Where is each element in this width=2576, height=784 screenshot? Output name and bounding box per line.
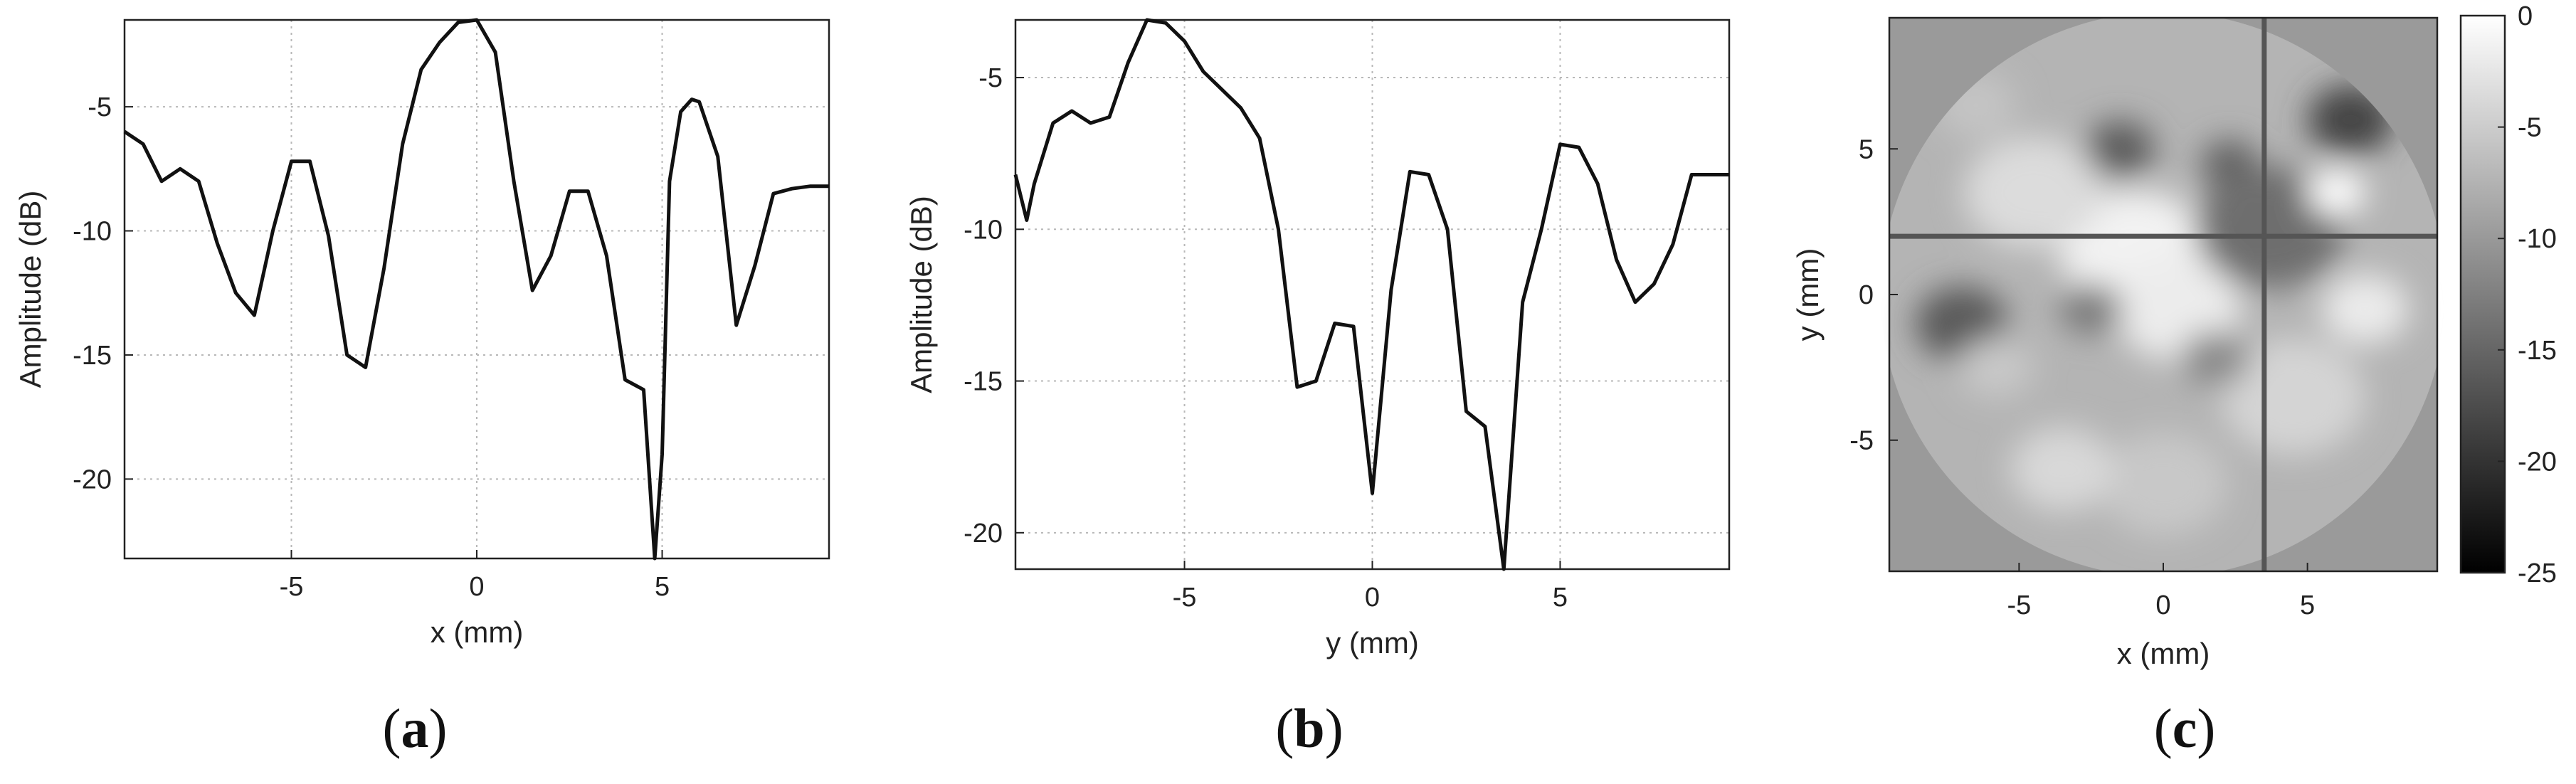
x-tick-label: -5 [1173,583,1197,613]
x-tick-label: 0 [1365,583,1380,613]
x-tick-label: 5 [1553,583,1568,613]
y-tick-label: -5 [88,92,112,122]
y-axis-label: Amplitude (dB) [14,191,47,388]
plot-frame [1014,18,1731,571]
panel-label-letter: b [1294,697,1324,759]
colorbar [2459,14,2506,574]
series-line [123,18,829,561]
heatmap-blob [2180,330,2250,387]
panel-label-letter: a [401,697,429,759]
colorbar-tick-label: 0 [2518,1,2533,31]
y-tick-label: -10 [964,215,1003,245]
series-line [1013,18,1729,571]
panel-c: -5 0 5 5 0 -5 x (mm) y (mm) 0 -5 -10 -15 -20 -25 (c) [1791,1,2557,759]
panel-label-open: ( [383,697,401,759]
heatmap-blob [2307,169,2365,216]
colorbar-tick-label: -25 [2518,558,2557,588]
panel-label: (a) [383,697,448,759]
y-tick-label: 5 [1859,134,1874,164]
y-tick-label: -5 [978,63,1003,93]
panel-label-close: ) [1325,697,1344,759]
y-tick-label: -20 [73,465,112,494]
colorbar-tick-label: -20 [2518,447,2557,477]
panel-label-open: ( [1275,697,1294,759]
y-axis-label: Amplitude (dB) [904,196,938,393]
panel-label-close: ) [429,697,448,759]
panel-label-close: ) [2197,697,2215,759]
panel-label-letter: c [2173,697,2197,759]
x-axis-label: x (mm) [2117,637,2210,670]
x-tick-label: 0 [469,572,484,602]
panel-label-open: ( [2154,697,2173,759]
panel-label: (c) [2154,697,2216,759]
heatmap-blob [2195,166,2345,288]
panel-b: -5 0 5 -5 -10 -15 -20 y (mm) Amplitude (dB) (b) [904,18,1731,759]
x-tick-label: -5 [2007,590,2031,620]
heatmap-disc [1889,18,2437,571]
x-axis-label: y (mm) [1326,626,1419,659]
x-tick-label: 5 [2300,590,2315,620]
heatmap-blob [1958,337,2034,398]
panel-label: (b) [1275,697,1343,759]
colorbar-tick-label: -15 [2518,336,2557,366]
heatmap-blob [2059,283,2123,335]
heatmap-blob [1964,137,2103,249]
y-tick-label: -15 [964,367,1003,397]
colorbar-tick-label: -5 [2518,113,2542,143]
x-tick-label: -5 [280,572,304,602]
heatmap-blob [2099,433,2227,536]
y-tick-label: 0 [1859,280,1874,310]
heatmap-blob [2321,274,2409,344]
x-axis-label: x (mm) [431,615,524,649]
y-tick-label: -10 [73,217,112,247]
y-tick-label: -5 [1849,426,1874,456]
colorbar-tick-label: -10 [2518,224,2557,254]
y-tick-label: -20 [964,519,1003,549]
heatmap-blob [2085,120,2155,177]
y-axis-label: y (mm) [1791,248,1825,341]
y-tick-label: -15 [73,341,112,371]
heatmap-blob [2221,338,2365,455]
heatmap-texture [1915,72,2409,536]
x-tick-label: 5 [655,572,670,602]
x-tick-label: 0 [2155,590,2170,620]
panel-a: -5 0 5 -5 -10 -15 -20 x (mm) Amplitude (dB) (a) [14,18,830,759]
heatmap-blob [2010,427,2115,512]
